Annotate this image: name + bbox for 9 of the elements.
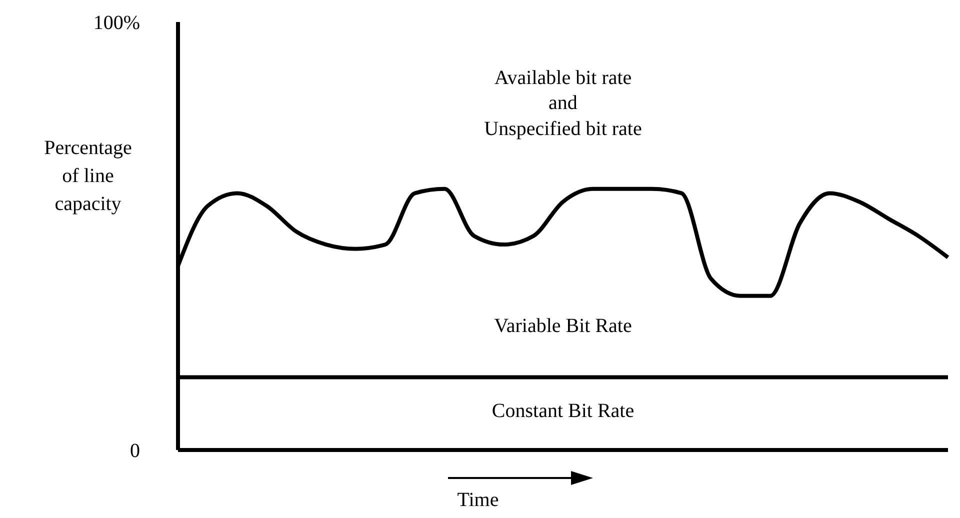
y-tick-label: 0 [130,440,140,462]
y-tick-label: 100% [93,12,140,34]
annotation: Available bit rate [493,66,633,90]
x-axis-title: Time [457,489,499,511]
y-axis-title: Percentage of line capacity [44,136,132,215]
annotation: Variable Bit Rate [493,314,633,338]
annotation: and [548,91,578,116]
annotation: Unspecified bit rate [483,117,643,141]
annotation: Constant Bit Rate [490,399,636,424]
